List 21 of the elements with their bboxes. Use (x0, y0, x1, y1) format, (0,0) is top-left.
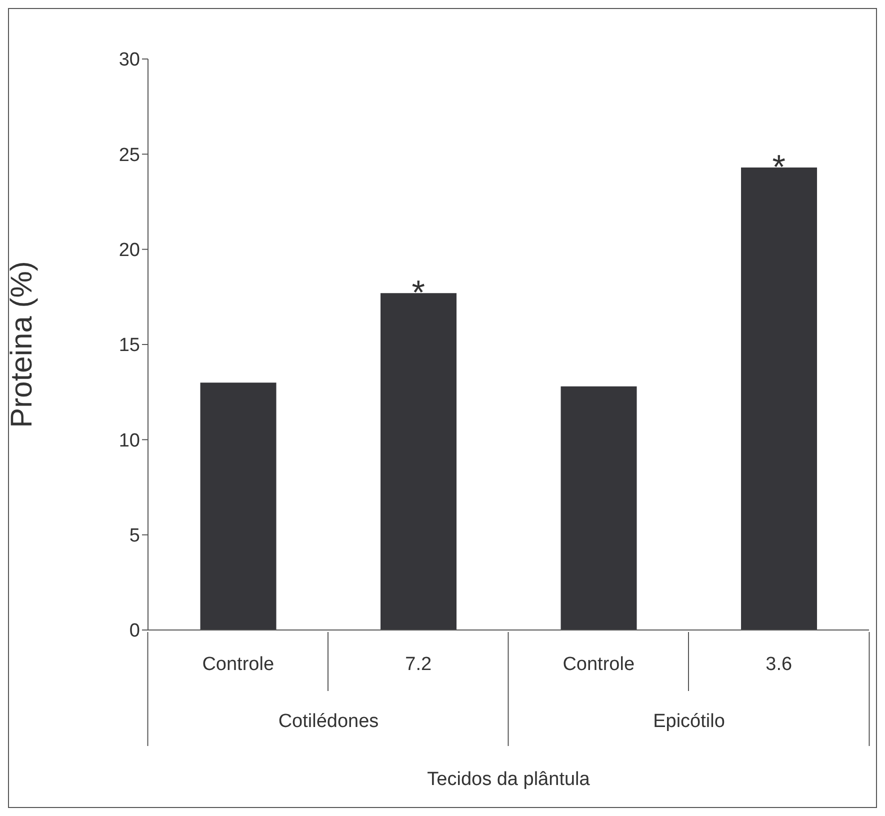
y-tick-label: 25 (118, 144, 140, 166)
y-tick-label: 0 (129, 620, 140, 642)
y-tick-label: 10 (118, 430, 140, 452)
bar (200, 382, 276, 630)
y-axis-title: Proteina (%) (6, 261, 39, 428)
x-axis-title: Tecidos da plântula (427, 769, 590, 790)
annotation: * (412, 274, 425, 312)
x-tick-label: Controle (562, 654, 635, 675)
text: Cotilédones (278, 711, 379, 732)
y-tick-label: 15 (118, 335, 140, 356)
bar (380, 293, 457, 630)
y-tick-label: 5 (129, 526, 140, 547)
y-tick-label: 20 (118, 240, 140, 262)
x-tick-label: 3.6 (766, 654, 792, 675)
x-tick-label: Controle (202, 654, 274, 675)
text: Epicótilo (653, 711, 725, 732)
x-tick-label: 7.2 (405, 654, 432, 675)
y-tick-label: 30 (118, 50, 140, 71)
annotation: * (772, 148, 786, 186)
bar (560, 386, 637, 630)
bar (741, 167, 818, 630)
